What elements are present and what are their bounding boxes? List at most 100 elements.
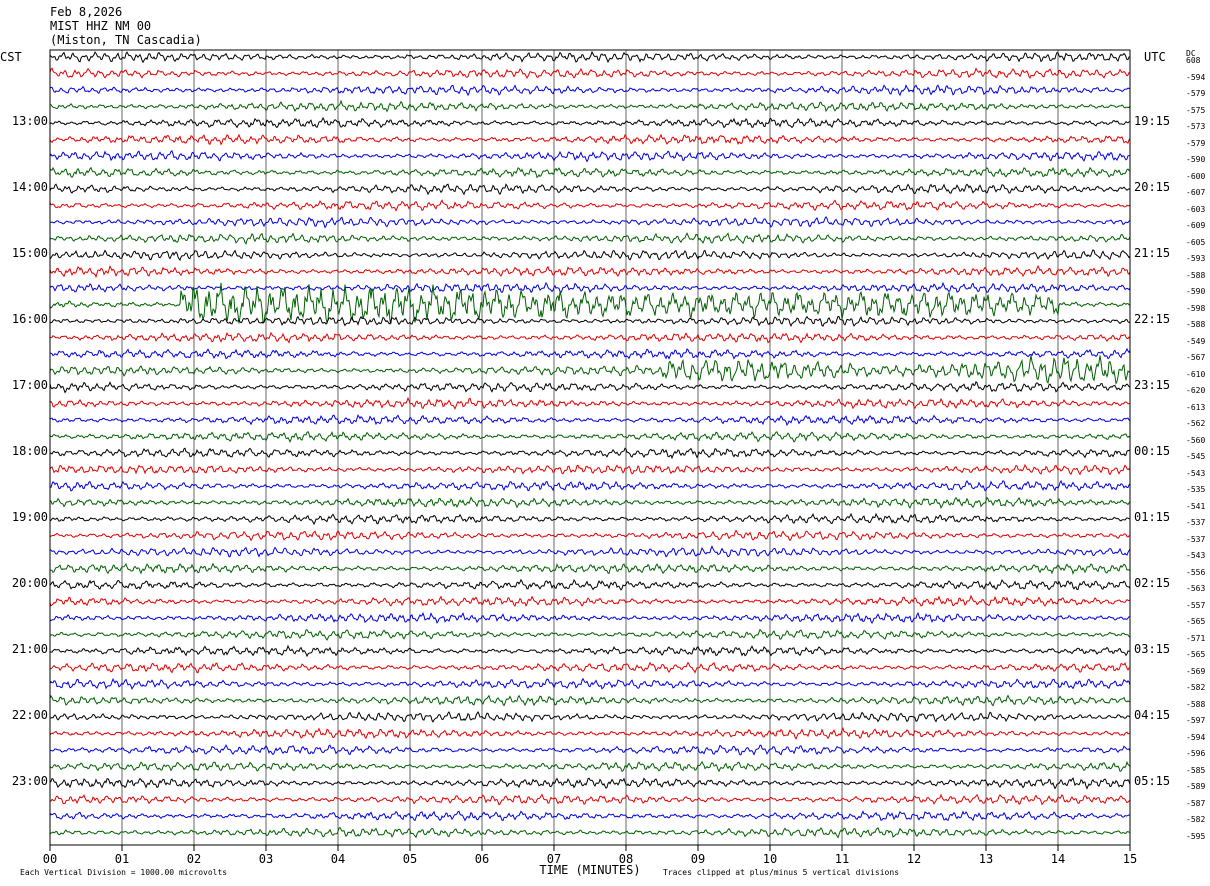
trace-row-12 — [49, 249, 1131, 262]
dc-offset-label: -563 — [1186, 584, 1206, 593]
trace-row-15 — [49, 282, 1131, 325]
trace-row-31 — [50, 562, 1131, 576]
utc-time-label: 05:15 — [1134, 774, 1171, 788]
trace-row-5 — [49, 133, 1131, 146]
x-tick-label: 00 — [42, 852, 58, 866]
x-tick-label: 13 — [978, 852, 994, 866]
dc-offset-label: -610 — [1186, 369, 1206, 379]
trace-row-33 — [49, 594, 1131, 608]
dc-offset-label: -596 — [1186, 749, 1206, 758]
x-tick-label: 15 — [1122, 852, 1138, 866]
trace-row-19 — [49, 355, 1131, 385]
dc-offset-label: -585 — [1186, 765, 1206, 775]
trace-row-42 — [49, 744, 1131, 756]
trace-row-35 — [49, 628, 1131, 641]
trace-row-45 — [49, 793, 1131, 806]
dc-offset-label: -598 — [1186, 303, 1206, 313]
clip-note: Traces clipped at plus/minus 5 vertical … — [663, 868, 900, 877]
trace-row-43 — [49, 760, 1131, 773]
seismic-traces — [49, 50, 1131, 839]
trace-row-2 — [49, 84, 1131, 97]
dc-offset-label: -594 — [1186, 72, 1206, 82]
station-label: MIST HHZ NM 00 — [50, 19, 152, 33]
x-tick-label: 05 — [402, 852, 418, 866]
utc-time-label: 01:15 — [1134, 510, 1171, 524]
trace-row-28 — [49, 512, 1131, 526]
x-tick-label: 09 — [690, 852, 706, 866]
dc-offset-label: -579 — [1186, 138, 1206, 148]
dc-offset-label: -613 — [1186, 402, 1206, 412]
location-label: (Miston, TN Cascadia) — [50, 33, 202, 47]
dc-offset-label: -562 — [1186, 419, 1206, 428]
dc-offset-label: -597 — [1186, 716, 1206, 725]
utc-time-label: 20:15 — [1134, 180, 1171, 194]
trace-row-21 — [49, 396, 1131, 410]
dc-offset-label: -575 — [1186, 105, 1206, 115]
trace-row-8 — [49, 183, 1131, 196]
dc-offset-label: -543 — [1186, 468, 1206, 478]
dc-offset-label: -620 — [1186, 386, 1206, 395]
dc-offset-label: -557 — [1186, 600, 1206, 610]
utc-time-label: 00:15 — [1134, 444, 1171, 458]
dc-offset-label: -541 — [1186, 501, 1206, 511]
dc-offset-label: -595 — [1186, 831, 1206, 841]
trace-row-1 — [49, 67, 1131, 80]
dc-offset-label: -565 — [1186, 650, 1206, 659]
trace-row-14 — [49, 281, 1131, 294]
utc-time-label: 19:15 — [1134, 114, 1171, 128]
cst-time-label: 13:00 — [11, 114, 48, 128]
utc-time-label: 04:15 — [1134, 708, 1171, 722]
trace-row-10 — [49, 216, 1131, 229]
dc-offset-label: -593 — [1186, 254, 1206, 263]
utc-time-label: 22:15 — [1134, 312, 1171, 326]
trace-row-40 — [49, 711, 1131, 723]
left-timezone: CST — [0, 50, 22, 64]
cst-time-label: 14:00 — [11, 180, 48, 194]
dc-offset-label: -588 — [1186, 699, 1206, 709]
utc-time-label: 23:15 — [1134, 378, 1171, 392]
trace-row-4 — [49, 116, 1131, 129]
dc-offset-label: -609 — [1186, 221, 1206, 230]
trace-row-38 — [49, 677, 1131, 691]
dc-offset-label: -545 — [1186, 452, 1206, 461]
dc-offset-label: -587 — [1186, 798, 1206, 808]
dc-offset-label: -537 — [1186, 518, 1206, 527]
x-tick-label: 02 — [186, 852, 202, 866]
dc-offset-label: -579 — [1186, 89, 1206, 98]
x-axis-title: TIME (MINUTES) — [539, 863, 641, 877]
x-tick-label: 03 — [258, 852, 274, 866]
cst-time-label: 21:00 — [11, 642, 48, 656]
dc-offset-label: 608 — [1186, 56, 1201, 65]
x-tick-marks — [49, 845, 1131, 851]
cst-time-label: 20:00 — [11, 576, 48, 590]
trace-row-24 — [49, 447, 1131, 460]
trace-row-29 — [49, 529, 1131, 542]
dc-offset-label: -607 — [1186, 188, 1206, 197]
dc-offset-label: -565 — [1186, 617, 1206, 626]
dc-offset-label: -588 — [1186, 270, 1206, 280]
trace-row-26 — [49, 479, 1131, 492]
trace-row-36 — [49, 644, 1131, 658]
dc-offset-label: -590 — [1186, 155, 1206, 164]
right-timezone: UTC — [1144, 50, 1166, 64]
scale-note: Each Vertical Division = 1000.00 microvo… — [20, 868, 228, 877]
trace-row-30 — [49, 545, 1131, 558]
dc-offset-label: -589 — [1186, 782, 1206, 791]
trace-row-0 — [49, 50, 1131, 64]
dc-offset-label: -600 — [1186, 171, 1206, 181]
dc-offset-label: -605 — [1186, 237, 1206, 247]
trace-row-11 — [49, 232, 1131, 245]
dc-offset-label: -590 — [1186, 287, 1206, 296]
trace-row-13 — [49, 264, 1131, 279]
trace-row-7 — [49, 166, 1131, 179]
trace-row-20 — [49, 380, 1131, 394]
trace-row-3 — [49, 99, 1131, 113]
trace-row-22 — [49, 414, 1131, 427]
trace-row-18 — [49, 347, 1131, 360]
dc-offset-label: -567 — [1186, 353, 1206, 362]
utc-time-label: 21:15 — [1134, 246, 1171, 260]
trace-row-32 — [49, 578, 1131, 591]
minute-gridlines — [121, 50, 1059, 845]
trace-row-9 — [49, 199, 1131, 212]
